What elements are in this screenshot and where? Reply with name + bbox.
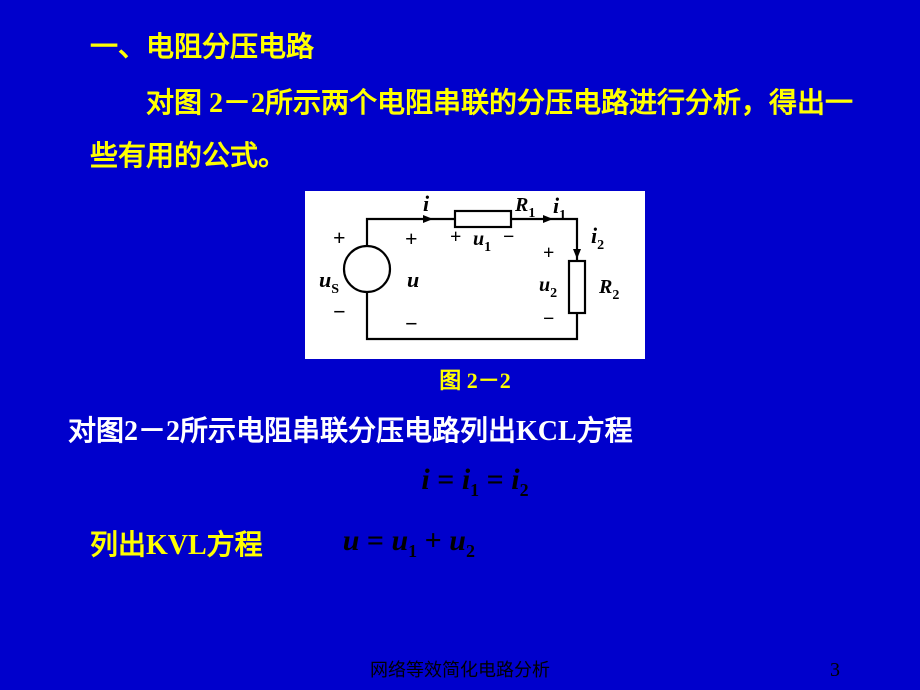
- eq2-rhs: u: [449, 524, 466, 557]
- svg-text:−: −: [503, 226, 514, 248]
- label-i1-sub: 1: [559, 208, 566, 223]
- label-u1: u: [473, 228, 484, 250]
- eq2-mid: u: [391, 524, 408, 557]
- paragraph-intro: 对图 2－2所示两个电阻串联的分压电路进行分析，得出一些有用的公式。: [90, 77, 860, 183]
- svg-text:+: +: [405, 226, 418, 251]
- eq1-mid: i: [462, 463, 470, 496]
- svg-text:u2: u2: [539, 274, 557, 301]
- eq1-mid-sub: 1: [470, 480, 479, 500]
- circuit-diagram: i R1 i1 i2 R2 +: [305, 191, 645, 359]
- label-R2: R: [598, 276, 612, 298]
- circuit-svg: i R1 i1 i2 R2 +: [305, 191, 645, 359]
- page-number: 3: [830, 659, 840, 682]
- label-i2-sub: 2: [597, 238, 604, 253]
- eq2-rhs-sub: 2: [466, 541, 475, 561]
- svg-text:u1: u1: [473, 228, 491, 255]
- svg-text:−: −: [543, 308, 554, 330]
- section-heading: 一、电阻分压电路: [90, 25, 860, 65]
- label-u2: u: [539, 274, 550, 296]
- footer: 网络等效简化电路分析: [0, 656, 920, 682]
- svg-text:+: +: [333, 225, 346, 250]
- circuit-figure: i R1 i1 i2 R2 +: [90, 191, 860, 395]
- label-R2-sub: 2: [612, 288, 619, 303]
- svg-text:−: −: [333, 299, 346, 324]
- figure-caption: 图 2－2: [439, 363, 511, 395]
- eq2-lhs: u: [343, 524, 360, 557]
- eq2-mid-sub: 1: [408, 541, 417, 561]
- svg-text:−: −: [405, 311, 418, 336]
- eq1-lhs: i: [421, 463, 429, 496]
- label-R1: R: [514, 194, 528, 216]
- svg-text:+: +: [450, 226, 461, 248]
- svg-text:R2: R2: [598, 276, 619, 303]
- kvl-label: 列出KVL方程: [90, 523, 263, 563]
- label-u1-sub: 1: [484, 240, 491, 255]
- footer-text: 网络等效简化电路分析: [370, 656, 550, 682]
- label-us-sub: S: [331, 282, 339, 297]
- svg-text:R1: R1: [514, 194, 535, 221]
- equation-kcl: i = i1 = i2: [90, 463, 860, 501]
- svg-text:+: +: [543, 242, 554, 264]
- svg-text:uS: uS: [319, 267, 339, 297]
- kcl-text: 对图2－2所示电阻串联分压电路列出KCL方程: [68, 409, 860, 449]
- kvl-row: 列出KVL方程 u = u1 + u2: [90, 523, 860, 563]
- svg-text:i2: i2: [591, 223, 604, 253]
- label-us: u: [319, 267, 331, 292]
- eq1-rhs-sub: 2: [520, 480, 529, 500]
- eq1-rhs: i: [511, 463, 519, 496]
- label-u: u: [407, 267, 419, 292]
- label-i: i: [423, 191, 430, 216]
- equation-kvl: u = u1 + u2: [343, 524, 475, 562]
- label-R1-sub: 1: [528, 206, 535, 221]
- slide-content: 一、电阻分压电路 对图 2－2所示两个电阻串联的分压电路进行分析，得出一些有用的…: [0, 0, 920, 563]
- label-u2-sub: 2: [550, 286, 557, 301]
